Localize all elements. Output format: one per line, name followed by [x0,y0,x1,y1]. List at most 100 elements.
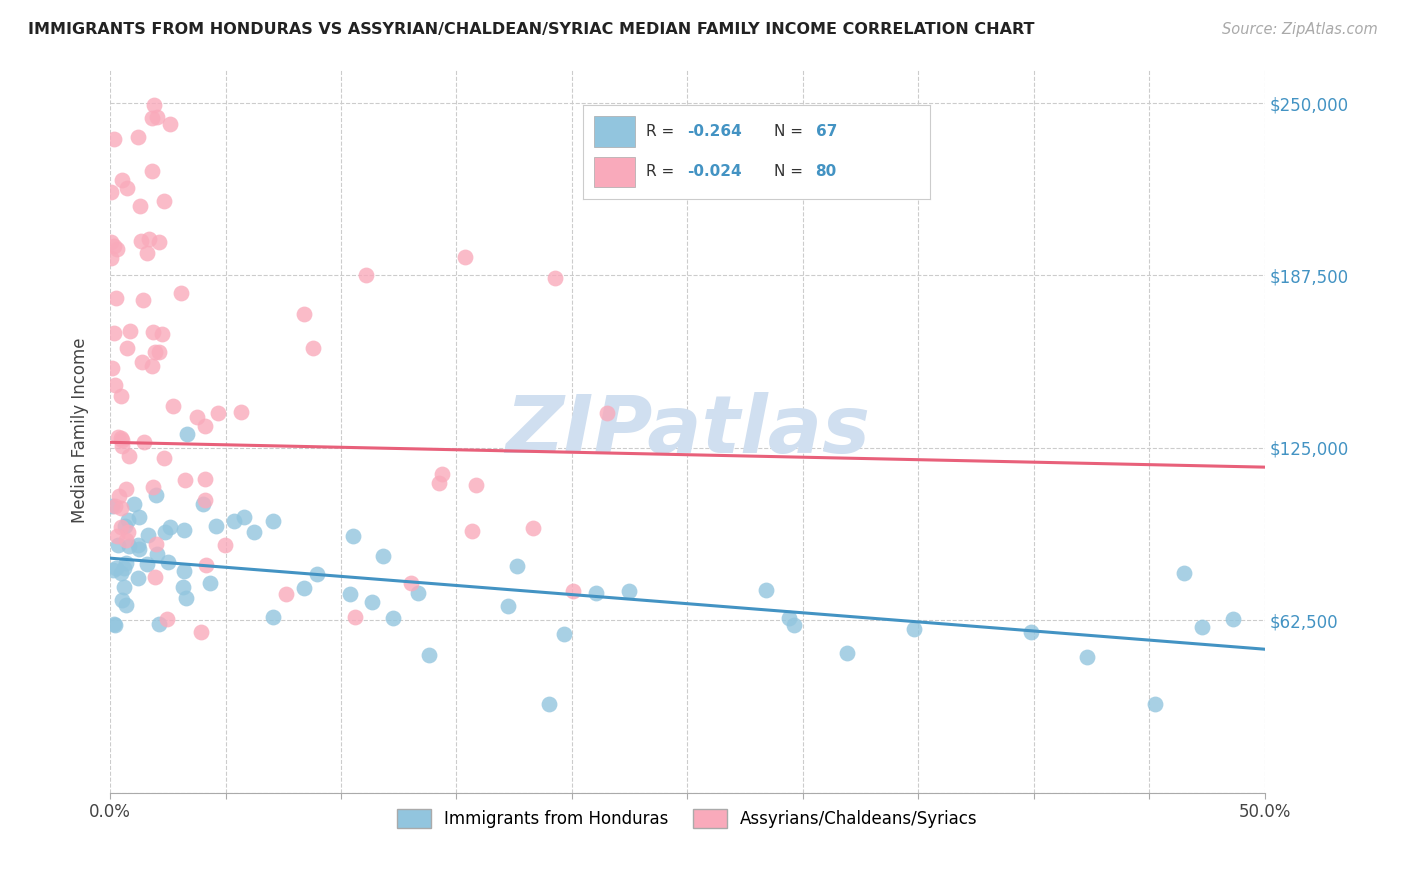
Point [101,563,124,577]
Point [112,561,135,575]
Point [243,524,266,539]
Point [562,584,585,599]
Point [454,250,477,264]
Point [496,599,519,613]
Point [146,547,169,561]
Point [538,698,561,712]
Point [153,194,176,209]
Point [118,449,141,463]
Point [117,180,139,194]
Point [131,354,153,368]
Point [128,510,150,524]
Point [301,341,323,355]
Point [779,611,801,625]
Point [112,580,135,594]
Point [132,293,155,307]
Point [194,418,217,433]
Point [115,598,138,612]
Point [173,565,195,579]
Point [585,586,607,600]
Point [101,360,124,375]
Point [101,500,124,514]
Point [148,345,170,359]
Point [427,475,450,490]
Point [544,270,567,285]
Point [1191,620,1213,634]
Point [155,525,177,540]
Point [174,473,197,487]
Point [127,571,149,585]
Point [506,559,529,574]
Point [207,406,229,420]
Point [1019,624,1042,639]
Point [194,558,217,573]
Point [461,524,484,538]
Point [103,239,125,253]
Point [110,389,132,403]
Point [174,591,197,606]
Point [401,576,423,591]
Point [129,199,152,213]
Point [193,497,215,511]
Point [262,610,284,624]
Point [339,587,361,601]
Point [755,582,778,597]
Point [150,326,173,341]
Point [371,549,394,563]
Point [136,246,159,260]
Point [142,326,165,340]
Point [124,497,146,511]
Point [100,251,122,265]
Text: ZIPatlas: ZIPatlas [505,392,870,469]
Point [100,235,122,249]
Point [103,132,125,146]
Point [117,341,139,355]
Point [172,580,194,594]
Point [136,557,159,571]
Point [105,242,128,256]
Point [117,512,139,526]
Point [110,172,132,186]
Point [307,566,329,581]
Point [361,595,384,609]
Point [107,529,129,543]
Point [231,405,253,419]
Point [170,286,193,301]
Point [522,521,544,535]
Point [382,611,405,625]
Point [214,538,236,552]
Point [619,583,641,598]
Point [432,467,454,482]
Point [153,450,176,465]
Point [205,519,228,533]
Point [118,540,141,554]
Point [553,627,575,641]
Point [104,499,127,513]
Point [138,232,160,246]
Point [115,533,138,547]
Point [224,514,246,528]
Point [292,307,315,321]
Point [107,430,129,444]
Point [176,427,198,442]
Point [159,520,181,534]
Point [110,501,132,516]
Point [104,561,127,575]
Point [344,609,367,624]
Point [159,118,181,132]
Point [903,622,925,636]
Point [127,130,149,145]
Point [103,377,125,392]
Point [142,98,165,112]
Point [131,234,153,248]
Point [143,569,166,583]
Point [186,410,208,425]
Point [1144,698,1167,712]
Point [107,538,129,552]
Point [111,592,134,607]
Point [127,538,149,552]
Point [406,586,429,600]
Point [110,520,132,534]
Point [115,482,138,496]
Legend: Immigrants from Honduras, Assyrians/Chaldeans/Syriacs: Immigrants from Honduras, Assyrians/Chal… [391,803,984,835]
